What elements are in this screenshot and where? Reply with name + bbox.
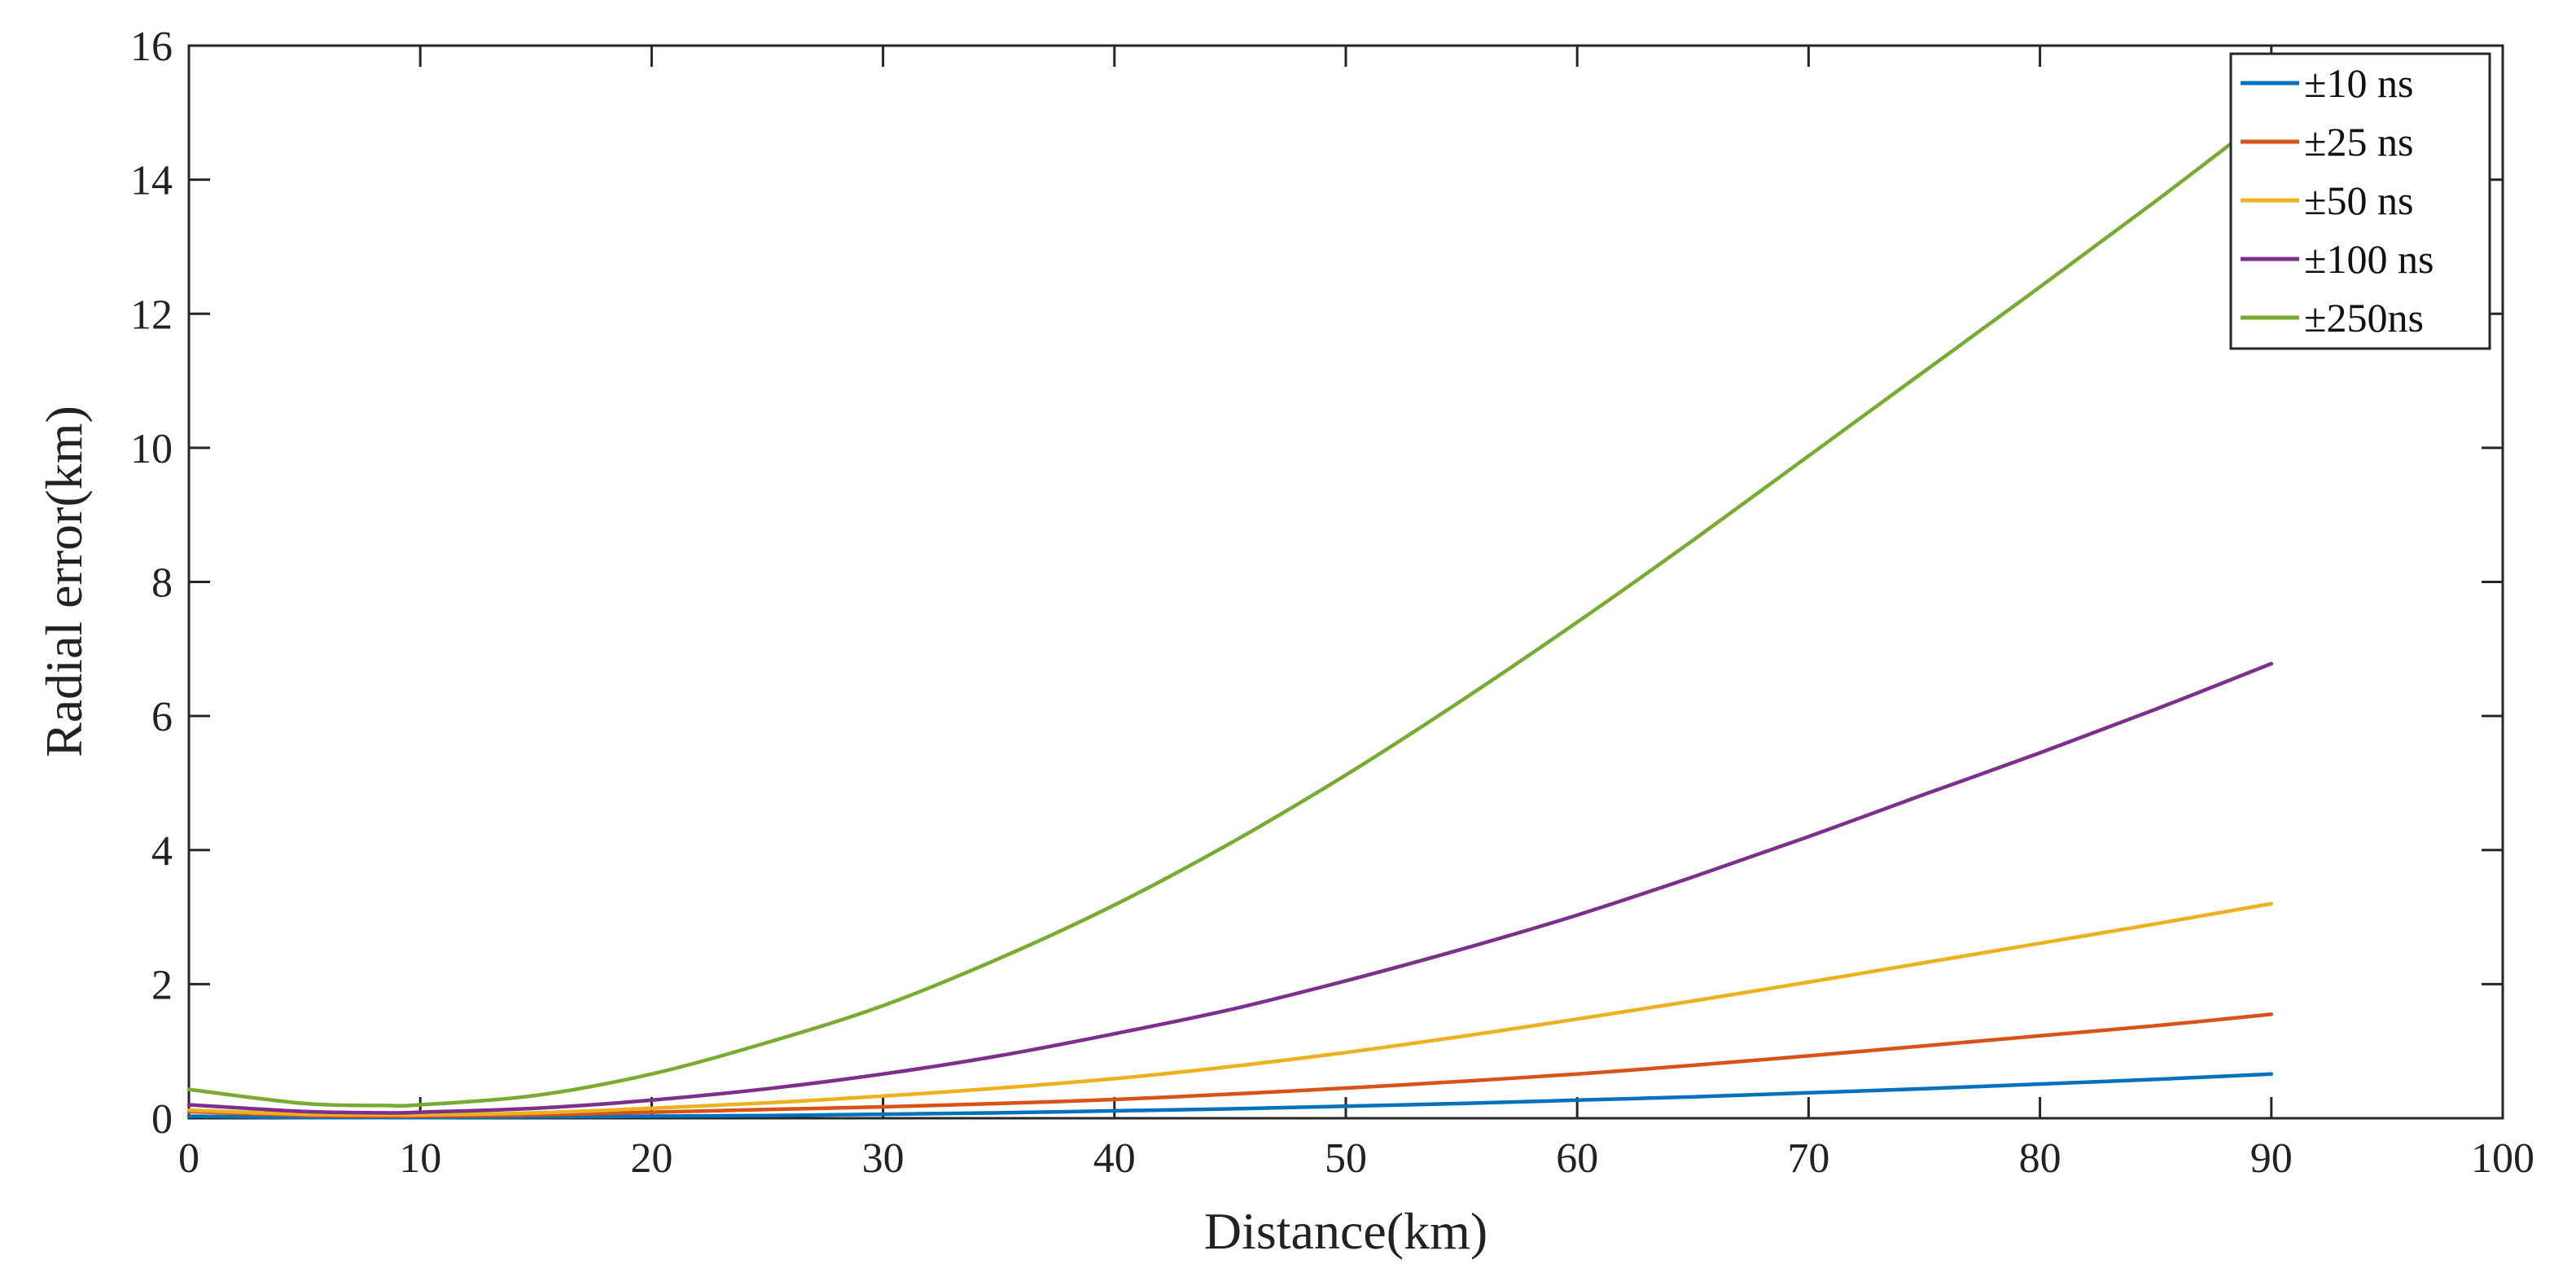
y-tick-label: 2 [151,962,173,1008]
legend: ±10 ns ±25 ns ±50 ns ±100 ns ±250ns [2229,52,2491,350]
x-tick-label: 100 [2471,1135,2534,1182]
series-line-3 [186,902,2274,1117]
y-tick-label: 14 [130,158,173,204]
series-line-4 [186,661,2274,1115]
x-axis-title: Distance(km) [1204,1202,1487,1260]
legend-label: ±100 ns [2304,236,2434,282]
x-axis: 0 10 20 30 40 50 60 70 80 90 100 [178,46,2534,1182]
x-tick-label: 50 [1325,1135,1367,1182]
x-tick-label: 60 [1556,1135,1598,1182]
legend-label: ±10 ns [2304,60,2413,106]
y-axis-title: Radial error(km) [35,406,93,757]
legend-label: ±250ns [2304,295,2424,340]
x-tick-label: 40 [1093,1135,1136,1182]
x-tick-label: 80 [2019,1135,2061,1182]
x-tick-label: 30 [862,1135,905,1182]
y-tick-label: 12 [130,292,173,338]
y-tick-label: 6 [151,694,173,740]
x-tick-label: 10 [399,1135,441,1182]
legend-label: ±25 ns [2304,119,2413,165]
y-tick-label: 8 [151,560,173,607]
series-layer [186,111,2274,1120]
series-line-5 [186,111,2274,1108]
x-tick-label: 90 [2250,1135,2293,1182]
y-tick-label: 16 [130,24,173,70]
y-axis: 0 2 4 6 8 10 12 14 16 [130,24,2503,1143]
y-tick-label: 0 [151,1096,173,1143]
y-tick-label: 10 [130,426,173,472]
legend-label: ±50 ns [2304,178,2413,223]
y-tick-label: 4 [151,828,173,875]
x-tick-label: 70 [1787,1135,1829,1182]
plot-area [187,44,2504,1120]
x-tick-label: 20 [630,1135,672,1182]
x-tick-label: 0 [178,1135,199,1182]
